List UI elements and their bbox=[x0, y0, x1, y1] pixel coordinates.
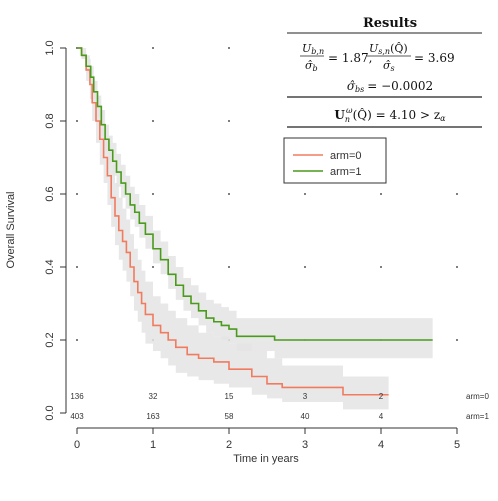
grid-dot bbox=[152, 47, 154, 49]
grid-dot bbox=[76, 339, 78, 341]
frac-b-num: Us,n(Q̂) bbox=[369, 42, 408, 56]
grid-dot bbox=[456, 266, 458, 268]
frac-a-num: Ub,n bbox=[302, 42, 324, 56]
grid-dot bbox=[456, 193, 458, 195]
frac-b-den: σ̂s bbox=[383, 59, 395, 73]
frac-a-den: σ̂b bbox=[305, 59, 318, 73]
at-risk-row-label: arm=1 bbox=[466, 412, 489, 421]
legend-label-arm0: arm=0 bbox=[330, 150, 362, 162]
grid-dot bbox=[152, 193, 154, 195]
grid-dot bbox=[228, 120, 230, 122]
results-box: Results Ub,n σ̂b = 1.87, Us,n(Q̂) σ̂s = … bbox=[285, 8, 485, 130]
x-tick-marks: 0 1 2 3 4 5 bbox=[74, 428, 460, 451]
x-tick-label: 3 bbox=[302, 439, 308, 451]
results-box-bg bbox=[285, 8, 485, 130]
y-tick-label: 0.4 bbox=[44, 259, 56, 274]
y-tick-label: 0.0 bbox=[44, 405, 56, 420]
survival-curve-arm1 bbox=[77, 47, 433, 341]
results-title: Results bbox=[363, 16, 417, 31]
grid-dot bbox=[304, 266, 306, 268]
grid-dot bbox=[228, 193, 230, 195]
y-tick-label: 0.6 bbox=[44, 186, 56, 201]
y-axis-label: Overall Survival bbox=[5, 191, 17, 268]
at-risk-count: 3 bbox=[303, 392, 308, 401]
survival-curves bbox=[77, 47, 433, 396]
grid-dot bbox=[380, 266, 382, 268]
y-tick-label: 0.2 bbox=[44, 332, 56, 347]
legend-box bbox=[283, 137, 387, 184]
at-risk-count: 15 bbox=[225, 392, 234, 401]
x-tick-label: 5 bbox=[454, 439, 460, 451]
grid-dot bbox=[152, 266, 154, 268]
at-risk-count: 163 bbox=[146, 412, 160, 421]
results-line-2: σ̂bs = −0.0002 bbox=[347, 79, 433, 94]
grid-dot bbox=[304, 193, 306, 195]
results-line-3: Unω(Q̂) = 4.10 > zα bbox=[334, 106, 446, 124]
legend-label-arm1: arm=1 bbox=[330, 166, 362, 178]
survival-curve-arm0 bbox=[77, 47, 389, 396]
y-tick-label: 1.0 bbox=[44, 40, 56, 55]
results-line-1: Ub,n σ̂b = 1.87, Us,n(Q̂) σ̂s = 3.69 bbox=[300, 42, 455, 73]
grid-dot bbox=[76, 266, 78, 268]
grid-dot bbox=[152, 120, 154, 122]
at-risk-count: 136 bbox=[70, 392, 84, 401]
at-risk-count: 2 bbox=[379, 392, 384, 401]
y-tick-marks: 0.0 0.2 0.4 0.6 0.8 1.0 bbox=[44, 40, 66, 421]
at-risk-count: 403 bbox=[70, 412, 84, 421]
x-tick-label: 1 bbox=[150, 439, 156, 451]
x-tick-label: 0 bbox=[74, 439, 80, 451]
grid-dot bbox=[228, 47, 230, 49]
x-axis-label: Time in years bbox=[233, 453, 299, 465]
y-tick-label: 0.8 bbox=[44, 113, 56, 128]
grid-dot bbox=[76, 193, 78, 195]
confidence-bands bbox=[77, 48, 433, 410]
grid-dot bbox=[456, 339, 458, 341]
x-tick-label: 4 bbox=[378, 439, 384, 451]
at-risk-count: 32 bbox=[149, 392, 158, 401]
legend: arm=0 arm=1 bbox=[283, 137, 387, 184]
at-risk-count: 4 bbox=[379, 412, 384, 421]
confidence-band-arm0 bbox=[77, 48, 389, 410]
frac-b-value: = 3.69 bbox=[414, 51, 455, 65]
frac-a-value: = 1.87, bbox=[328, 51, 372, 65]
x-tick-label: 2 bbox=[226, 439, 232, 451]
at-risk-count: 40 bbox=[301, 412, 310, 421]
grid-dot bbox=[380, 193, 382, 195]
at-risk-count: 58 bbox=[225, 412, 234, 421]
at-risk-row-label: arm=0 bbox=[466, 392, 489, 401]
grid-dot bbox=[76, 120, 78, 122]
confidence-band-arm1 bbox=[77, 48, 433, 359]
grid-dot bbox=[228, 266, 230, 268]
